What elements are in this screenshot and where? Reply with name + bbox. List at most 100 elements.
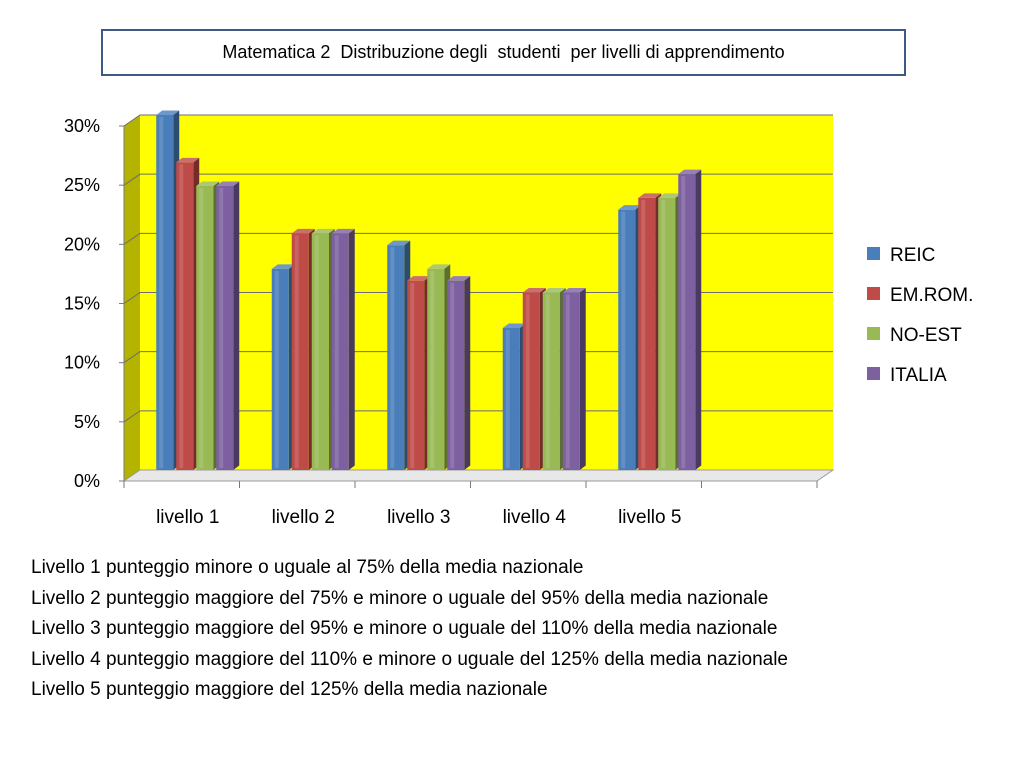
bar — [542, 288, 566, 470]
legend-swatch — [867, 247, 880, 260]
bar — [658, 193, 682, 471]
legend: REIC EM.ROM. NO-EST ITALIA — [867, 245, 973, 386]
legend-label: EM.ROM. — [890, 285, 973, 306]
gridline — [123, 232, 833, 245]
bar-highlight — [450, 282, 455, 468]
bar-top — [618, 205, 642, 210]
bar — [271, 264, 295, 470]
bar-top — [176, 157, 200, 163]
legend-label: ITALIA — [890, 365, 947, 386]
bar-front — [678, 174, 696, 470]
note-line: Livello 3 punteggio maggiore del 95% e m… — [31, 618, 778, 639]
bar-top — [562, 288, 586, 293]
bar-highlight — [410, 282, 415, 468]
y-axis-labels: 0% 5% 10% 15% 20% 25% 30% — [64, 116, 100, 491]
bar-highlight — [565, 294, 570, 468]
y-tick-label: 0% — [74, 471, 100, 491]
bar-top — [387, 240, 411, 246]
bar-top — [291, 228, 315, 234]
bar-side — [464, 276, 471, 470]
x-axis-labels: livello 1 livello 2 livello 3 livello 4 live… — [156, 507, 681, 528]
bar — [618, 205, 642, 470]
note-line: Livello 2 punteggio maggiore del 75% e m… — [31, 587, 769, 609]
bar-top — [542, 288, 566, 293]
bar-highlight — [525, 294, 530, 468]
bar — [156, 110, 180, 470]
bar-highlight — [294, 235, 299, 468]
bar-front — [542, 292, 560, 470]
note-line: Livello 1 punteggio minore o uguale al 7… — [31, 557, 584, 578]
chart-title: Matematica 2 Distribuzione degli student… — [101, 29, 906, 76]
bar-front — [331, 233, 349, 470]
bar-front — [291, 233, 309, 470]
bar-front — [562, 292, 580, 470]
bar-highlight — [219, 188, 224, 468]
bar-top — [678, 169, 702, 175]
bar-front — [638, 197, 656, 471]
bar-highlight — [641, 199, 646, 469]
legend-swatch — [867, 287, 880, 300]
bar-front — [311, 233, 329, 470]
bar-highlight — [661, 199, 666, 469]
bar-highlight — [390, 247, 395, 468]
bar-side — [695, 169, 702, 470]
x-tick-label: livello 2 — [272, 507, 335, 528]
bar-front — [447, 280, 465, 470]
y-tick-label: 5% — [74, 412, 100, 432]
bar — [196, 181, 220, 470]
bar — [678, 169, 702, 470]
gridline — [123, 410, 833, 423]
bar-top — [447, 276, 471, 281]
bar-highlight — [681, 176, 686, 468]
y-tick-label: 25% — [64, 175, 100, 195]
x-tick-label: livello 3 — [387, 507, 450, 528]
bar-highlight — [179, 164, 184, 469]
bar-front — [522, 292, 540, 470]
y-tick-label: 20% — [64, 234, 100, 254]
gridline — [123, 292, 833, 304]
bar — [638, 193, 662, 471]
bar-front — [156, 115, 174, 470]
bar-highlight — [430, 270, 435, 468]
bar-top — [407, 276, 431, 281]
bar-highlight — [545, 294, 550, 468]
gridline — [123, 351, 833, 364]
bar-front — [216, 186, 234, 470]
axes — [119, 125, 818, 488]
bar-highlight — [621, 211, 626, 468]
note-line: Livello 5 punteggio maggiore del 125% de… — [31, 679, 548, 700]
bar-top — [271, 264, 295, 269]
bar — [502, 323, 526, 470]
bar-highlight — [314, 235, 319, 468]
bar — [176, 157, 200, 471]
bar-top — [522, 288, 546, 293]
bar — [522, 288, 546, 470]
bar-top — [311, 228, 335, 234]
bar-top — [638, 193, 662, 198]
bar-side — [348, 228, 355, 470]
y-tick-label: 10% — [64, 353, 100, 373]
legend-swatch — [867, 327, 880, 340]
gridlines — [123, 114, 833, 423]
bar-front — [271, 268, 289, 470]
bar — [447, 276, 471, 470]
bar-side — [233, 181, 240, 470]
bar-highlight — [274, 270, 279, 468]
bar — [407, 276, 431, 470]
bar-highlight — [199, 188, 204, 468]
y-tick-label: 30% — [64, 116, 100, 136]
floor — [122, 469, 835, 482]
bars — [156, 110, 702, 471]
bar-front — [196, 186, 214, 470]
legend-label: REIC — [890, 245, 935, 266]
bar-front — [427, 268, 445, 470]
bar — [562, 288, 586, 470]
bar — [387, 240, 411, 470]
bar-highlight — [159, 117, 164, 468]
bar — [216, 181, 240, 470]
bar-highlight — [505, 330, 510, 468]
bar — [311, 228, 335, 470]
bar-side — [579, 288, 586, 470]
bar-front — [658, 197, 676, 471]
